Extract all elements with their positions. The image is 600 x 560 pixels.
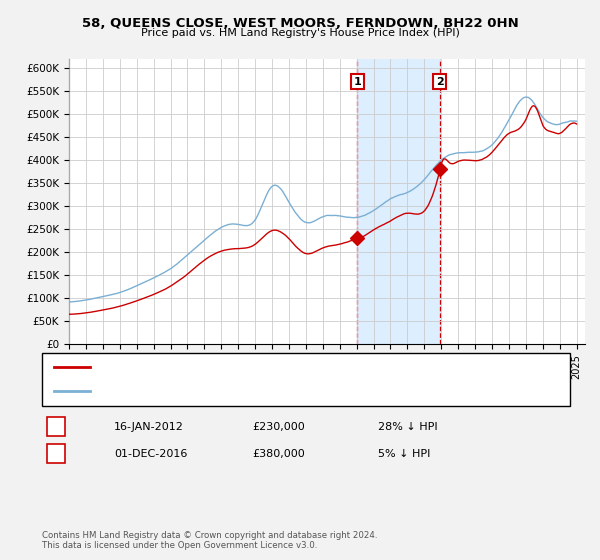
Text: 58, QUEENS CLOSE, WEST MOORS, FERNDOWN, BH22 0HN: 58, QUEENS CLOSE, WEST MOORS, FERNDOWN, … bbox=[82, 17, 518, 30]
Text: 1: 1 bbox=[353, 77, 361, 87]
Text: 16-JAN-2012: 16-JAN-2012 bbox=[114, 422, 184, 432]
Text: 2: 2 bbox=[52, 449, 59, 459]
Text: £230,000: £230,000 bbox=[252, 422, 305, 432]
Text: 2: 2 bbox=[436, 77, 444, 87]
Text: HPI: Average price, detached house, Dorset: HPI: Average price, detached house, Dors… bbox=[96, 386, 323, 396]
Text: Contains HM Land Registry data © Crown copyright and database right 2024.
This d: Contains HM Land Registry data © Crown c… bbox=[42, 530, 377, 550]
Text: 58, QUEENS CLOSE, WEST MOORS, FERNDOWN, BH22 0HN (detached house): 58, QUEENS CLOSE, WEST MOORS, FERNDOWN, … bbox=[96, 362, 498, 372]
Text: 5% ↓ HPI: 5% ↓ HPI bbox=[378, 449, 430, 459]
Text: 01-DEC-2016: 01-DEC-2016 bbox=[114, 449, 187, 459]
Text: Price paid vs. HM Land Registry's House Price Index (HPI): Price paid vs. HM Land Registry's House … bbox=[140, 28, 460, 38]
Text: £380,000: £380,000 bbox=[252, 449, 305, 459]
Text: 1: 1 bbox=[52, 422, 59, 432]
Bar bbox=[357, 59, 440, 344]
Text: 28% ↓ HPI: 28% ↓ HPI bbox=[378, 422, 437, 432]
